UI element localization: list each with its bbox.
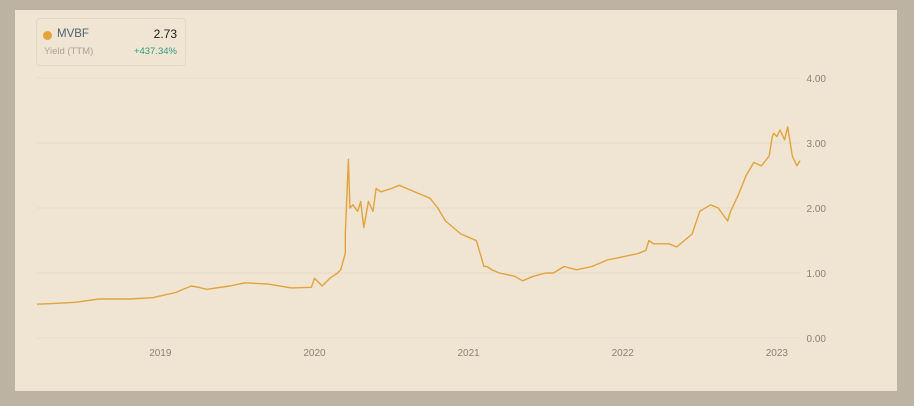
series-layer (36, 126, 801, 305)
x-tick-label: 2019 (149, 348, 172, 359)
chart-panel: MVBF 2.73 Yield (TTM) +437.34% 0.00 1.00 2… (15, 10, 897, 391)
series-line-mvbf[interactable] (36, 126, 801, 305)
yield-line-chart[interactable]: 0.00 1.00 2.00 3.00 4.00 2019 2020 2021 2022 202… (15, 10, 897, 391)
legend-ticker: MVBF (57, 28, 89, 40)
x-tick-label: 2020 (303, 348, 326, 359)
x-tick-label: 2023 (766, 348, 789, 359)
x-tick-label: 2022 (612, 348, 635, 359)
y-axis: 0.00 1.00 2.00 3.00 4.00 (807, 74, 827, 345)
y-tick-label: 3.00 (807, 139, 827, 150)
y-tick-label: 1.00 (807, 269, 827, 280)
y-tick-label: 4.00 (807, 74, 827, 85)
y-tick-label: 2.00 (807, 204, 827, 215)
y-tick-label: 0.00 (807, 334, 827, 345)
grid-layer (37, 77, 800, 339)
legend-box[interactable]: MVBF 2.73 Yield (TTM) +437.34% (36, 18, 186, 66)
x-tick-label: 2021 (457, 348, 480, 359)
legend-metric: Yield (TTM) (44, 46, 94, 57)
x-axis: 2019 2020 2021 2022 2023 (149, 348, 788, 359)
legend-change: +437.34% (133, 46, 177, 57)
legend-value: 2.73 (153, 27, 177, 41)
series-color-dot (43, 31, 52, 40)
